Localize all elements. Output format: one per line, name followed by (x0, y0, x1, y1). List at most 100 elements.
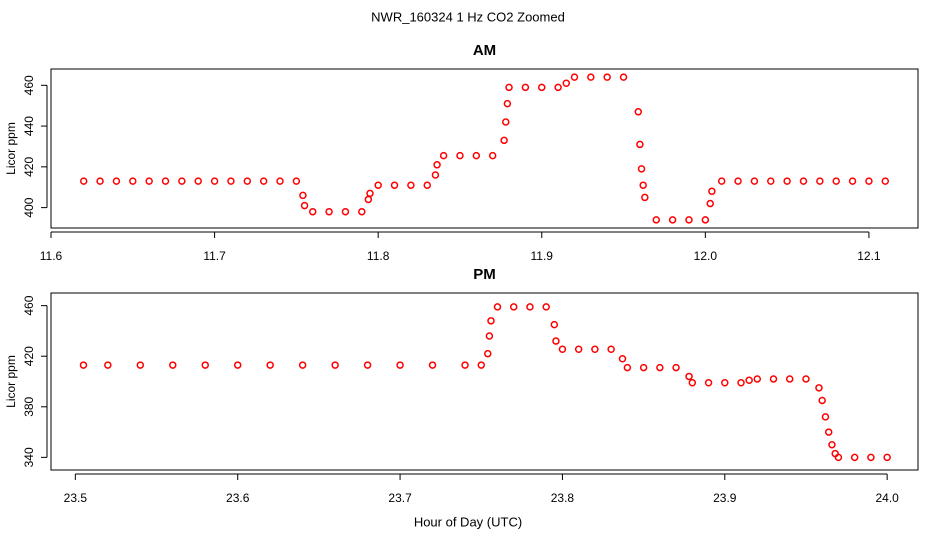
data-point (550, 320, 559, 329)
data-point (96, 177, 104, 185)
x-tick-label: 23.9 (713, 491, 737, 505)
data-point (704, 379, 713, 387)
data-point (767, 177, 775, 185)
data-point (570, 73, 579, 81)
data-point (708, 187, 716, 196)
data-point (639, 363, 648, 372)
data-point (407, 181, 415, 189)
x-tick-label: 23.6 (226, 491, 250, 505)
data-point (299, 191, 307, 200)
y-tick-label: 340 (22, 447, 36, 467)
data-point (668, 216, 677, 224)
y-tick-label: 380 (22, 396, 36, 416)
x-tick-label: 11.7 (203, 249, 226, 263)
y-tick-label: 460 (22, 295, 36, 315)
data-point (619, 73, 628, 81)
y-axis-label: Licor ppm (4, 122, 18, 175)
x-tick-label: 12.0 (694, 249, 718, 263)
plot-box (50, 292, 919, 471)
data-point (276, 177, 284, 185)
data-point (505, 83, 513, 92)
data-point (558, 345, 567, 354)
data-point (734, 177, 742, 185)
data-point (364, 195, 373, 204)
data-point (210, 177, 219, 185)
data-point (292, 177, 301, 185)
data-point (79, 361, 88, 369)
data-point (129, 177, 137, 185)
y-tick-label: 440 (22, 116, 36, 136)
data-point (881, 177, 890, 185)
data-point (331, 361, 339, 369)
data-point (161, 177, 170, 185)
data-point (366, 189, 374, 198)
data-point (818, 396, 826, 405)
data-point (308, 207, 317, 216)
data-point (834, 453, 843, 462)
y-tick-label: 400 (22, 197, 36, 217)
data-point (706, 199, 714, 208)
data-point (169, 361, 177, 369)
data-point (688, 379, 697, 387)
data-point (483, 349, 492, 358)
data-point (194, 177, 202, 185)
data-point (243, 177, 252, 185)
x-tick-label: 24.0 (875, 491, 899, 505)
data-point (396, 361, 404, 369)
data-point (233, 361, 242, 369)
data-point (652, 216, 661, 224)
plot-box (50, 68, 919, 229)
data-point (358, 207, 366, 216)
x-tick-label: 23.5 (64, 491, 88, 505)
data-point (526, 303, 534, 311)
data-point (685, 216, 693, 224)
data-point (423, 181, 431, 189)
figure-title: NWR_160324 1 Hz CO2 Zoomed (371, 9, 565, 24)
data-point (428, 361, 437, 369)
data-point (554, 83, 562, 92)
data-point (591, 345, 599, 354)
data-point (717, 177, 726, 185)
data-point (104, 361, 112, 369)
data-point (488, 151, 497, 160)
data-point (477, 361, 486, 369)
x-tick-label: 23.8 (551, 491, 575, 505)
data-point (538, 83, 546, 92)
data-point (753, 375, 762, 383)
data-point (821, 413, 830, 421)
data-point (79, 177, 88, 185)
data-point (502, 118, 510, 126)
data-point (783, 177, 791, 185)
data-point (574, 345, 583, 354)
data-point (390, 181, 399, 189)
data-point (431, 171, 440, 179)
data-point (587, 73, 595, 81)
data-point (745, 376, 753, 384)
data-point (201, 361, 209, 369)
data-point (493, 303, 502, 311)
data-point (641, 193, 649, 202)
data-point (824, 428, 833, 436)
x-tick-label: 23.7 (388, 491, 412, 505)
data-point (785, 375, 794, 383)
data-point (816, 177, 824, 185)
y-tick-label: 420 (22, 346, 36, 366)
data-point (374, 181, 382, 189)
data-point (865, 177, 873, 185)
data-point (639, 181, 647, 189)
data-point (542, 303, 550, 311)
data-point (300, 201, 309, 210)
data-point (112, 177, 121, 185)
data-point (456, 151, 464, 160)
data-point (636, 140, 644, 149)
chart-title: PM (473, 266, 496, 283)
data-point (363, 361, 372, 369)
data-point (618, 354, 627, 363)
data-point (721, 379, 729, 387)
y-tick-label: 420 (22, 157, 36, 177)
data-point (461, 361, 469, 369)
data-point (325, 207, 333, 216)
data-point (503, 99, 512, 108)
x-tick-label: 11.8 (367, 249, 390, 263)
